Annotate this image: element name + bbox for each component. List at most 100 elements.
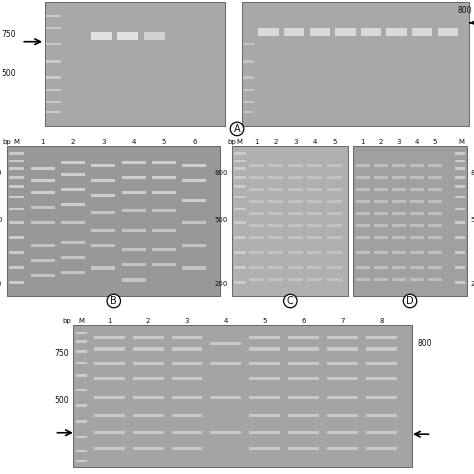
Bar [31, 273, 55, 277]
Bar [288, 362, 319, 365]
Text: 5: 5 [332, 139, 337, 145]
Bar [455, 266, 465, 269]
Text: 800: 800 [0, 170, 2, 176]
Bar [234, 152, 246, 155]
Bar [122, 176, 146, 179]
Bar [249, 188, 264, 191]
Bar [455, 160, 465, 162]
Bar [76, 362, 87, 364]
Bar [428, 188, 442, 191]
Bar [249, 362, 280, 365]
Bar [234, 185, 246, 188]
Bar [172, 396, 202, 399]
Bar [392, 164, 406, 167]
Bar [76, 332, 87, 334]
Bar [182, 266, 206, 270]
Bar [327, 347, 358, 351]
Bar [249, 224, 264, 227]
Bar [182, 221, 206, 224]
Bar [288, 266, 303, 269]
Text: 7: 7 [340, 318, 345, 324]
Bar [9, 281, 24, 284]
Bar [61, 241, 85, 244]
Bar [45, 2, 225, 126]
Bar [172, 431, 202, 435]
Bar [410, 164, 424, 167]
Bar [353, 146, 467, 296]
Bar [288, 224, 303, 227]
Bar [356, 200, 370, 203]
Bar [288, 447, 319, 450]
Text: 200: 200 [214, 282, 228, 287]
Bar [242, 2, 469, 126]
Bar [46, 101, 61, 103]
Bar [9, 221, 24, 224]
Bar [210, 396, 241, 399]
Bar [249, 176, 264, 179]
Bar [249, 278, 264, 281]
Bar [428, 176, 442, 179]
Bar [392, 251, 406, 254]
Text: 2: 2 [378, 139, 383, 145]
Bar [356, 176, 370, 179]
Bar [288, 212, 303, 215]
Bar [234, 221, 246, 224]
Bar [288, 236, 303, 239]
Bar [249, 377, 280, 381]
Bar [327, 377, 358, 381]
Bar [249, 251, 264, 254]
Bar [327, 164, 342, 167]
Bar [234, 236, 246, 239]
Bar [307, 188, 322, 191]
Bar [210, 342, 241, 345]
Text: 800: 800 [417, 339, 432, 348]
Bar [152, 209, 176, 212]
Text: 3: 3 [101, 139, 106, 145]
Text: 3: 3 [185, 318, 189, 324]
Bar [249, 336, 280, 339]
Bar [392, 212, 406, 215]
Text: 8: 8 [379, 318, 383, 324]
Text: 1: 1 [360, 139, 365, 145]
Bar [374, 200, 388, 203]
Bar [455, 176, 465, 179]
Bar [182, 244, 206, 247]
Bar [366, 396, 397, 399]
Bar [243, 101, 254, 103]
Bar [268, 224, 283, 227]
Bar [410, 200, 424, 203]
Text: 1: 1 [40, 139, 45, 145]
Bar [268, 266, 283, 269]
Text: M: M [237, 139, 243, 145]
Bar [172, 347, 202, 351]
Bar [268, 212, 283, 215]
Bar [76, 460, 87, 462]
Bar [428, 251, 442, 254]
Bar [232, 146, 348, 296]
Bar [327, 336, 358, 339]
Text: 500: 500 [214, 218, 228, 223]
Bar [122, 278, 146, 282]
Bar [356, 266, 370, 269]
Bar [122, 248, 146, 252]
Bar [366, 377, 397, 381]
Bar [356, 251, 370, 254]
Bar [374, 176, 388, 179]
Bar [76, 420, 87, 422]
Text: M: M [14, 139, 19, 145]
Bar [122, 209, 146, 212]
Bar [61, 203, 85, 206]
Bar [249, 447, 280, 450]
Bar [172, 362, 202, 365]
Bar [410, 251, 424, 254]
Bar [91, 179, 115, 182]
Bar [9, 176, 24, 179]
Bar [9, 236, 24, 239]
Bar [268, 188, 283, 191]
Bar [288, 188, 303, 191]
Bar [94, 347, 125, 351]
Text: 750: 750 [54, 349, 69, 357]
Bar [234, 281, 246, 284]
Bar [7, 146, 220, 296]
Bar [144, 32, 165, 40]
